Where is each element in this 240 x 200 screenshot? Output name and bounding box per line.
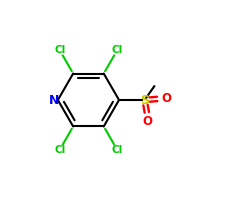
Text: Cl: Cl <box>54 145 66 155</box>
Text: N: N <box>49 94 60 106</box>
Text: Cl: Cl <box>111 145 123 155</box>
Text: O: O <box>161 92 171 105</box>
Text: S: S <box>140 94 149 106</box>
Text: Cl: Cl <box>54 45 66 55</box>
Text: Cl: Cl <box>111 45 123 55</box>
Text: O: O <box>143 115 153 128</box>
